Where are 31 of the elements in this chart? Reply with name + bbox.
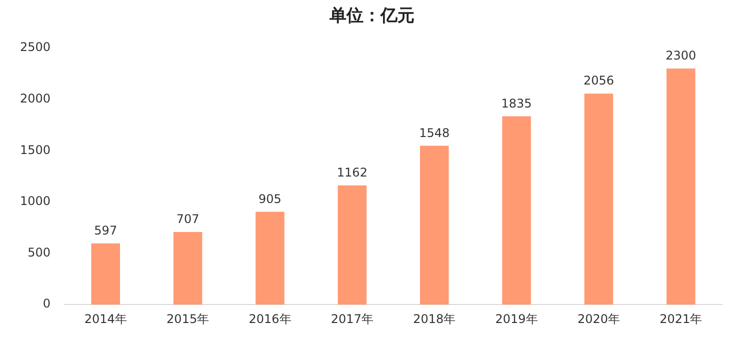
x-tick-label: 2015年 xyxy=(166,312,210,326)
bar xyxy=(584,94,614,305)
y-tick-label: 0 xyxy=(42,296,51,311)
x-tick-label: 2016年 xyxy=(248,312,292,326)
bar xyxy=(91,243,120,305)
y-tick-label: 500 xyxy=(28,245,51,260)
data-label: 2056 xyxy=(583,74,614,88)
data-label: 1835 xyxy=(501,96,532,110)
x-tick-label: 2017年 xyxy=(330,312,374,326)
data-label: 1548 xyxy=(419,126,450,140)
x-tick-label: 2019年 xyxy=(495,312,538,326)
data-label: 707 xyxy=(176,212,200,226)
bar xyxy=(502,116,531,305)
data-label: 2300 xyxy=(666,48,696,63)
data-label: 905 xyxy=(258,192,282,206)
y-tick-label: 2500 xyxy=(20,40,51,54)
y-tick-label: 1500 xyxy=(20,142,51,157)
chart-title: 单位：亿元 xyxy=(328,5,416,27)
x-tick-label: 2014年 xyxy=(84,312,127,326)
y-tick-label: 2000 xyxy=(20,91,51,106)
bar xyxy=(666,68,696,305)
bar xyxy=(173,232,202,305)
bar xyxy=(256,212,284,305)
data-label: 597 xyxy=(94,223,118,238)
x-tick-label: 2021年 xyxy=(660,312,702,326)
data-label: 1162 xyxy=(336,165,368,180)
x-tick-label: 2020年 xyxy=(577,312,620,326)
x-tick-label: 2018年 xyxy=(413,312,456,326)
bar xyxy=(338,185,367,305)
bar xyxy=(420,146,449,305)
y-tick-label: 1000 xyxy=(20,194,51,208)
